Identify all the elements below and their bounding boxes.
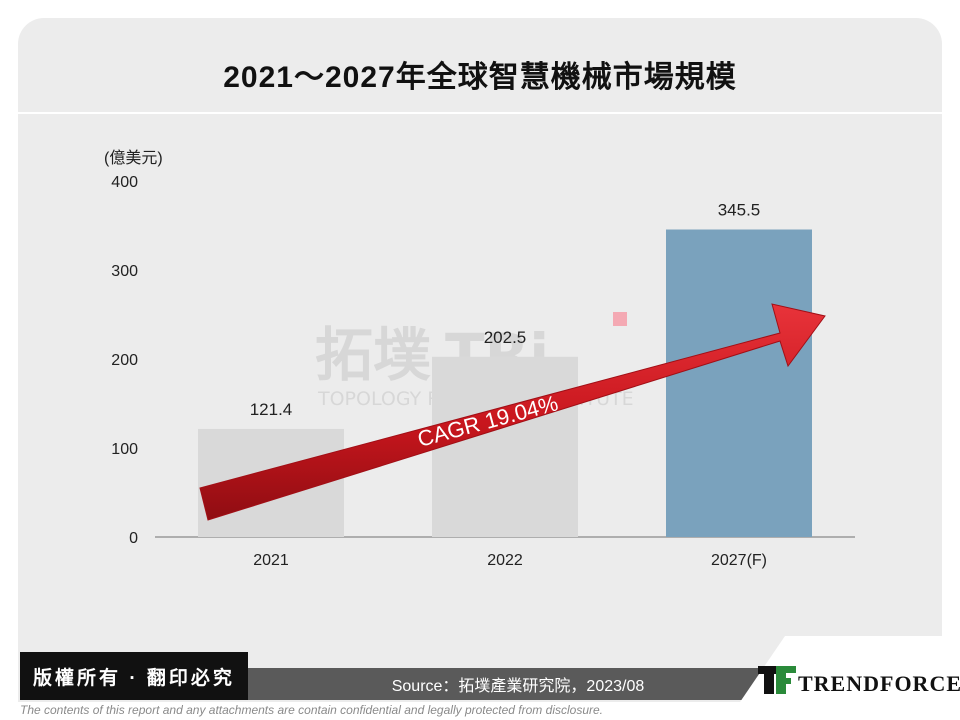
y-tick-label: 300 — [111, 263, 138, 280]
source-bar — [248, 668, 788, 700]
svg-text:TRENDFORCE: TRENDFORCE — [798, 671, 960, 696]
y-tick-label: 0 — [129, 530, 138, 547]
bar-value-label: 202.5 — [484, 328, 527, 347]
svg-text:拓墣: 拓墣 — [315, 321, 431, 389]
x-tick-label: 2022 — [487, 552, 523, 569]
trendforce-logo-icon — [758, 666, 796, 694]
y-tick-label: 400 — [111, 174, 138, 191]
trendforce-logo: TRENDFORCE — [740, 636, 960, 702]
bar — [666, 229, 812, 537]
bar-chart: 拓墣 TRi TOPOLOGY RESEARCH INSTITUTE (億美元)… — [104, 149, 855, 569]
bar-value-label: 121.4 — [250, 400, 293, 419]
x-tick-label: 2021 — [253, 552, 289, 569]
copyright-badge: 版權所有 · 翻印必究 — [20, 652, 248, 700]
y-tick-label: 200 — [111, 352, 138, 369]
bar — [432, 356, 578, 537]
bar-value-label: 345.5 — [718, 201, 761, 220]
y-axis-unit-label: (億美元) — [104, 149, 163, 167]
watermark-dot — [613, 312, 627, 326]
disclaimer-text: The contents of this report and any atta… — [20, 703, 603, 717]
source-text: Source：拓墣產業研究院，2023/08 — [391, 678, 645, 695]
x-tick-label: 2027(F) — [711, 552, 767, 569]
title-divider — [18, 112, 942, 114]
y-tick-label: 100 — [111, 441, 138, 458]
page-title: 2021～2027年全球智慧機械市場規模 — [223, 61, 737, 94]
